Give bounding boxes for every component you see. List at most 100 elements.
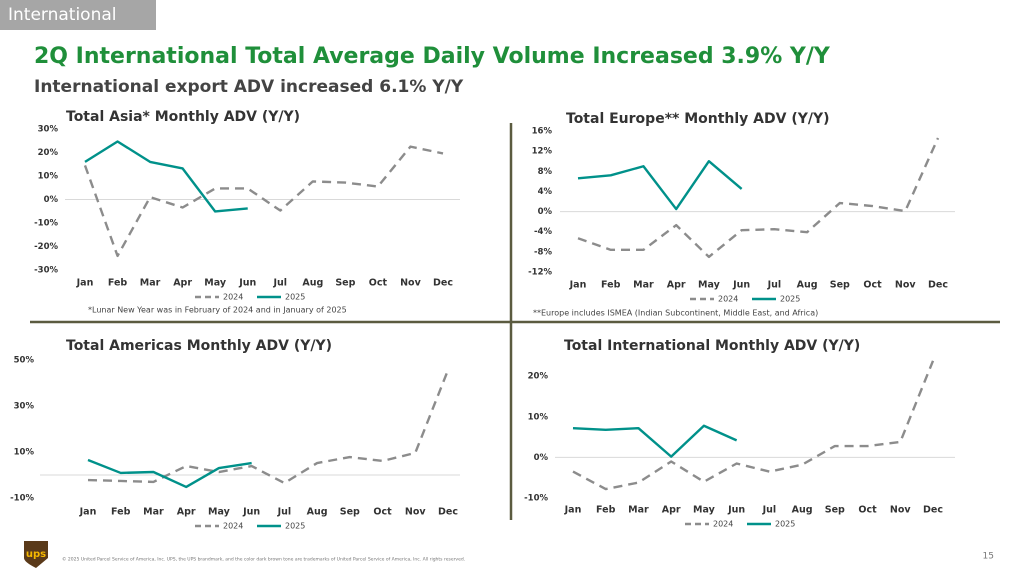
series-line [87,369,450,485]
y-tick-label: 20% [528,372,549,382]
logo-shield [24,541,48,568]
legend-label: 2024 [223,293,243,302]
x-tick-label: May [698,280,721,291]
x-tick-label: Nov [400,278,421,289]
x-tick-label: Dec [923,505,943,516]
y-tick-label: -12% [528,268,552,278]
y-tick-label: 30% [14,402,35,412]
x-tick-label: Oct [858,505,877,516]
legend-label: 2024 [713,520,733,529]
x-tick-label: Dec [433,278,453,289]
x-tick-label: Mar [633,280,654,291]
x-tick-label: Sep [340,507,360,518]
x-tick-label: May [693,505,716,516]
title: 2Q International Total Average Daily Vol… [34,44,831,69]
subtitle: International export ADV increased 6.1% … [34,77,464,97]
header: International [8,5,117,25]
x-tick-label: Aug [797,280,818,291]
logo: ups [26,549,46,560]
series-line [87,458,252,489]
x-tick-label: Apr [667,280,686,291]
y-tick-label: 10% [38,172,59,182]
y-tick-label: -30% [34,266,58,276]
series-line [577,137,940,259]
legend-label: 2025 [285,522,305,531]
chart-title: Total Europe** Monthly ADV (Y/Y) [566,111,830,127]
x-tick-label: Feb [601,280,621,291]
y-tick-label: 4% [538,187,553,197]
x-tick-label: Oct [373,507,392,518]
page-number: 15 [983,552,994,562]
legend-label: 2025 [285,293,305,302]
series-line [83,145,444,258]
x-tick-label: Jun [732,280,750,291]
x-tick-label: Oct [863,280,882,291]
x-tick-label: Jun [242,507,260,518]
y-tick-label: 20% [38,148,59,158]
chart-title: Total Asia* Monthly ADV (Y/Y) [66,109,300,125]
x-tick-label: Jul [272,278,287,289]
y-tick-label: 0% [538,207,553,217]
x-tick-label: Apr [662,505,681,516]
x-tick-label: Jan [76,278,94,289]
x-tick-label: Nov [895,280,916,291]
x-tick-label: Jan [569,280,587,291]
x-tick-label: Jan [564,505,582,516]
header-box [0,0,156,30]
x-tick-label: Mar [143,507,164,518]
x-tick-label: Jul [767,280,782,291]
y-tick-label: -10% [524,494,548,504]
x-tick-label: Jan [79,507,97,518]
x-tick-label: Jun [727,505,745,516]
x-tick-label: May [204,278,227,289]
series-line [572,360,935,491]
x-tick-label: Nov [890,505,911,516]
chart-title: Total Americas Monthly ADV (Y/Y) [66,338,332,354]
x-tick-label: Dec [438,507,458,518]
y-tick-label: 12% [532,147,553,157]
y-tick-label: -10% [10,494,34,504]
x-tick-label: Dec [928,280,948,291]
y-tick-label: 10% [14,448,35,458]
y-tick-label: 8% [538,167,553,177]
x-tick-label: Aug [302,278,323,289]
series-line [84,140,248,213]
x-tick-label: Aug [792,505,813,516]
chart-title: Total International Monthly ADV (Y/Y) [564,338,860,354]
y-tick-label: 30% [38,125,59,135]
x-tick-label: Sep [335,278,355,289]
chart-note: *Lunar New Year was in February of 2024 … [88,306,347,315]
x-tick-label: Apr [173,278,192,289]
y-tick-label: 50% [14,356,35,366]
y-tick-label: -10% [34,219,58,229]
x-tick-label: Nov [405,507,426,518]
y-tick-label: -4% [534,227,552,237]
x-tick-label: Feb [108,278,128,289]
y-tick-label: 0% [534,453,549,463]
x-tick-label: Aug [307,507,328,518]
x-tick-label: Jul [277,507,292,518]
x-tick-label: Apr [177,507,196,518]
legend-label: 2025 [775,520,795,529]
x-tick-label: Oct [369,278,388,289]
x-tick-label: Sep [830,280,850,291]
x-tick-label: Mar [140,278,161,289]
x-tick-label: Mar [628,505,649,516]
chart-note: **Europe includes ISMEA (Indian Subconti… [533,309,818,318]
y-tick-label: 0% [44,195,59,205]
legend-label: 2024 [223,522,243,531]
x-tick-label: Feb [111,507,131,518]
legend-label: 2025 [780,295,800,304]
series-line [572,424,738,458]
x-tick-label: Sep [825,505,845,516]
footer: © 2025 United Parcel Service of America,… [62,556,465,563]
y-tick-label: 10% [528,412,549,422]
legend-label: 2024 [718,295,738,304]
series-line [577,160,743,211]
x-tick-label: Jun [238,278,256,289]
y-tick-label: 16% [532,127,553,137]
y-tick-label: -8% [534,247,552,257]
y-tick-label: -20% [34,242,58,252]
